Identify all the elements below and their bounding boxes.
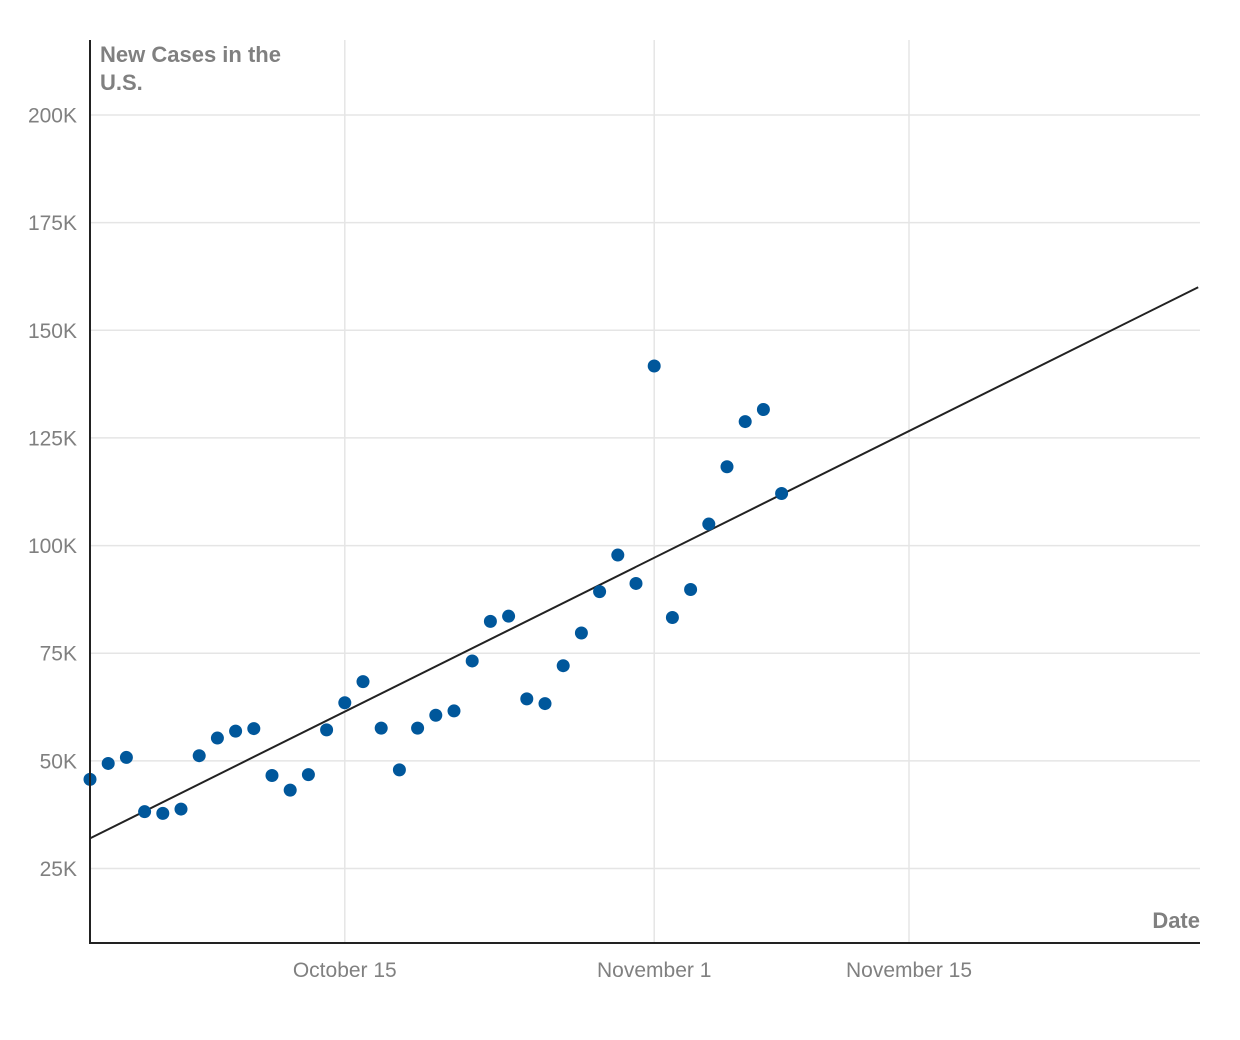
y-tick-label: 200K: [28, 105, 77, 128]
data-point: [156, 806, 170, 820]
data-point: [738, 415, 752, 429]
y-tick-label: 175K: [28, 212, 77, 235]
y-tick-label: 50K: [40, 750, 77, 773]
data-point: [429, 708, 443, 722]
data-point: [756, 403, 770, 417]
data-point: [210, 731, 224, 745]
y-tick-label: 150K: [28, 320, 77, 343]
data-point: [101, 756, 115, 770]
data-point: [611, 548, 625, 562]
data-point: [138, 805, 152, 819]
data-point: [356, 675, 370, 689]
y-axis-title-line-2: U.S.: [100, 70, 143, 95]
data-point: [119, 750, 133, 764]
trend-line-group: [89, 286, 1199, 840]
data-point: [320, 723, 334, 737]
data-point: [538, 697, 552, 711]
y-axis-title-line-1: New Cases in the: [100, 42, 281, 67]
data-point: [684, 582, 698, 596]
data-point: [593, 585, 607, 599]
data-point: [338, 696, 352, 710]
data-point: [556, 659, 570, 673]
y-tick-label: 100K: [28, 535, 77, 558]
data-point: [265, 768, 279, 782]
x-tick-labels: October 15 November 1 November 15: [293, 959, 972, 982]
data-point: [775, 486, 789, 500]
data-point: [283, 783, 297, 797]
data-point: [702, 517, 716, 531]
x-tick-label: November 15: [846, 959, 972, 982]
y-tick-label: 25K: [40, 858, 77, 881]
data-point: [447, 704, 461, 718]
data-point: [301, 768, 315, 782]
data-point: [392, 763, 406, 777]
data-point: [574, 626, 588, 640]
data-points: [83, 359, 789, 820]
y-tick-labels: 25K 50K 75K 100K 125K 150K 175K 200K: [28, 105, 77, 882]
data-point: [665, 610, 679, 624]
data-point: [247, 722, 261, 736]
data-point: [374, 721, 388, 735]
trend-line: [89, 286, 1199, 840]
data-point: [647, 359, 661, 373]
x-tick-label: October 15: [293, 959, 397, 982]
y-tick-label: 75K: [40, 643, 77, 666]
data-point: [629, 576, 643, 590]
y-tick-label: 125K: [28, 427, 77, 450]
data-point: [192, 749, 206, 763]
data-point: [465, 654, 479, 668]
data-point: [720, 460, 734, 474]
x-tick-label: November 1: [597, 959, 711, 982]
data-point: [520, 692, 534, 706]
data-point: [483, 614, 497, 628]
data-point: [411, 721, 425, 735]
gridlines: [90, 40, 1200, 943]
data-point: [502, 609, 516, 623]
x-axis-title: Date: [1152, 908, 1200, 933]
data-point: [229, 724, 243, 738]
data-point: [174, 802, 188, 816]
